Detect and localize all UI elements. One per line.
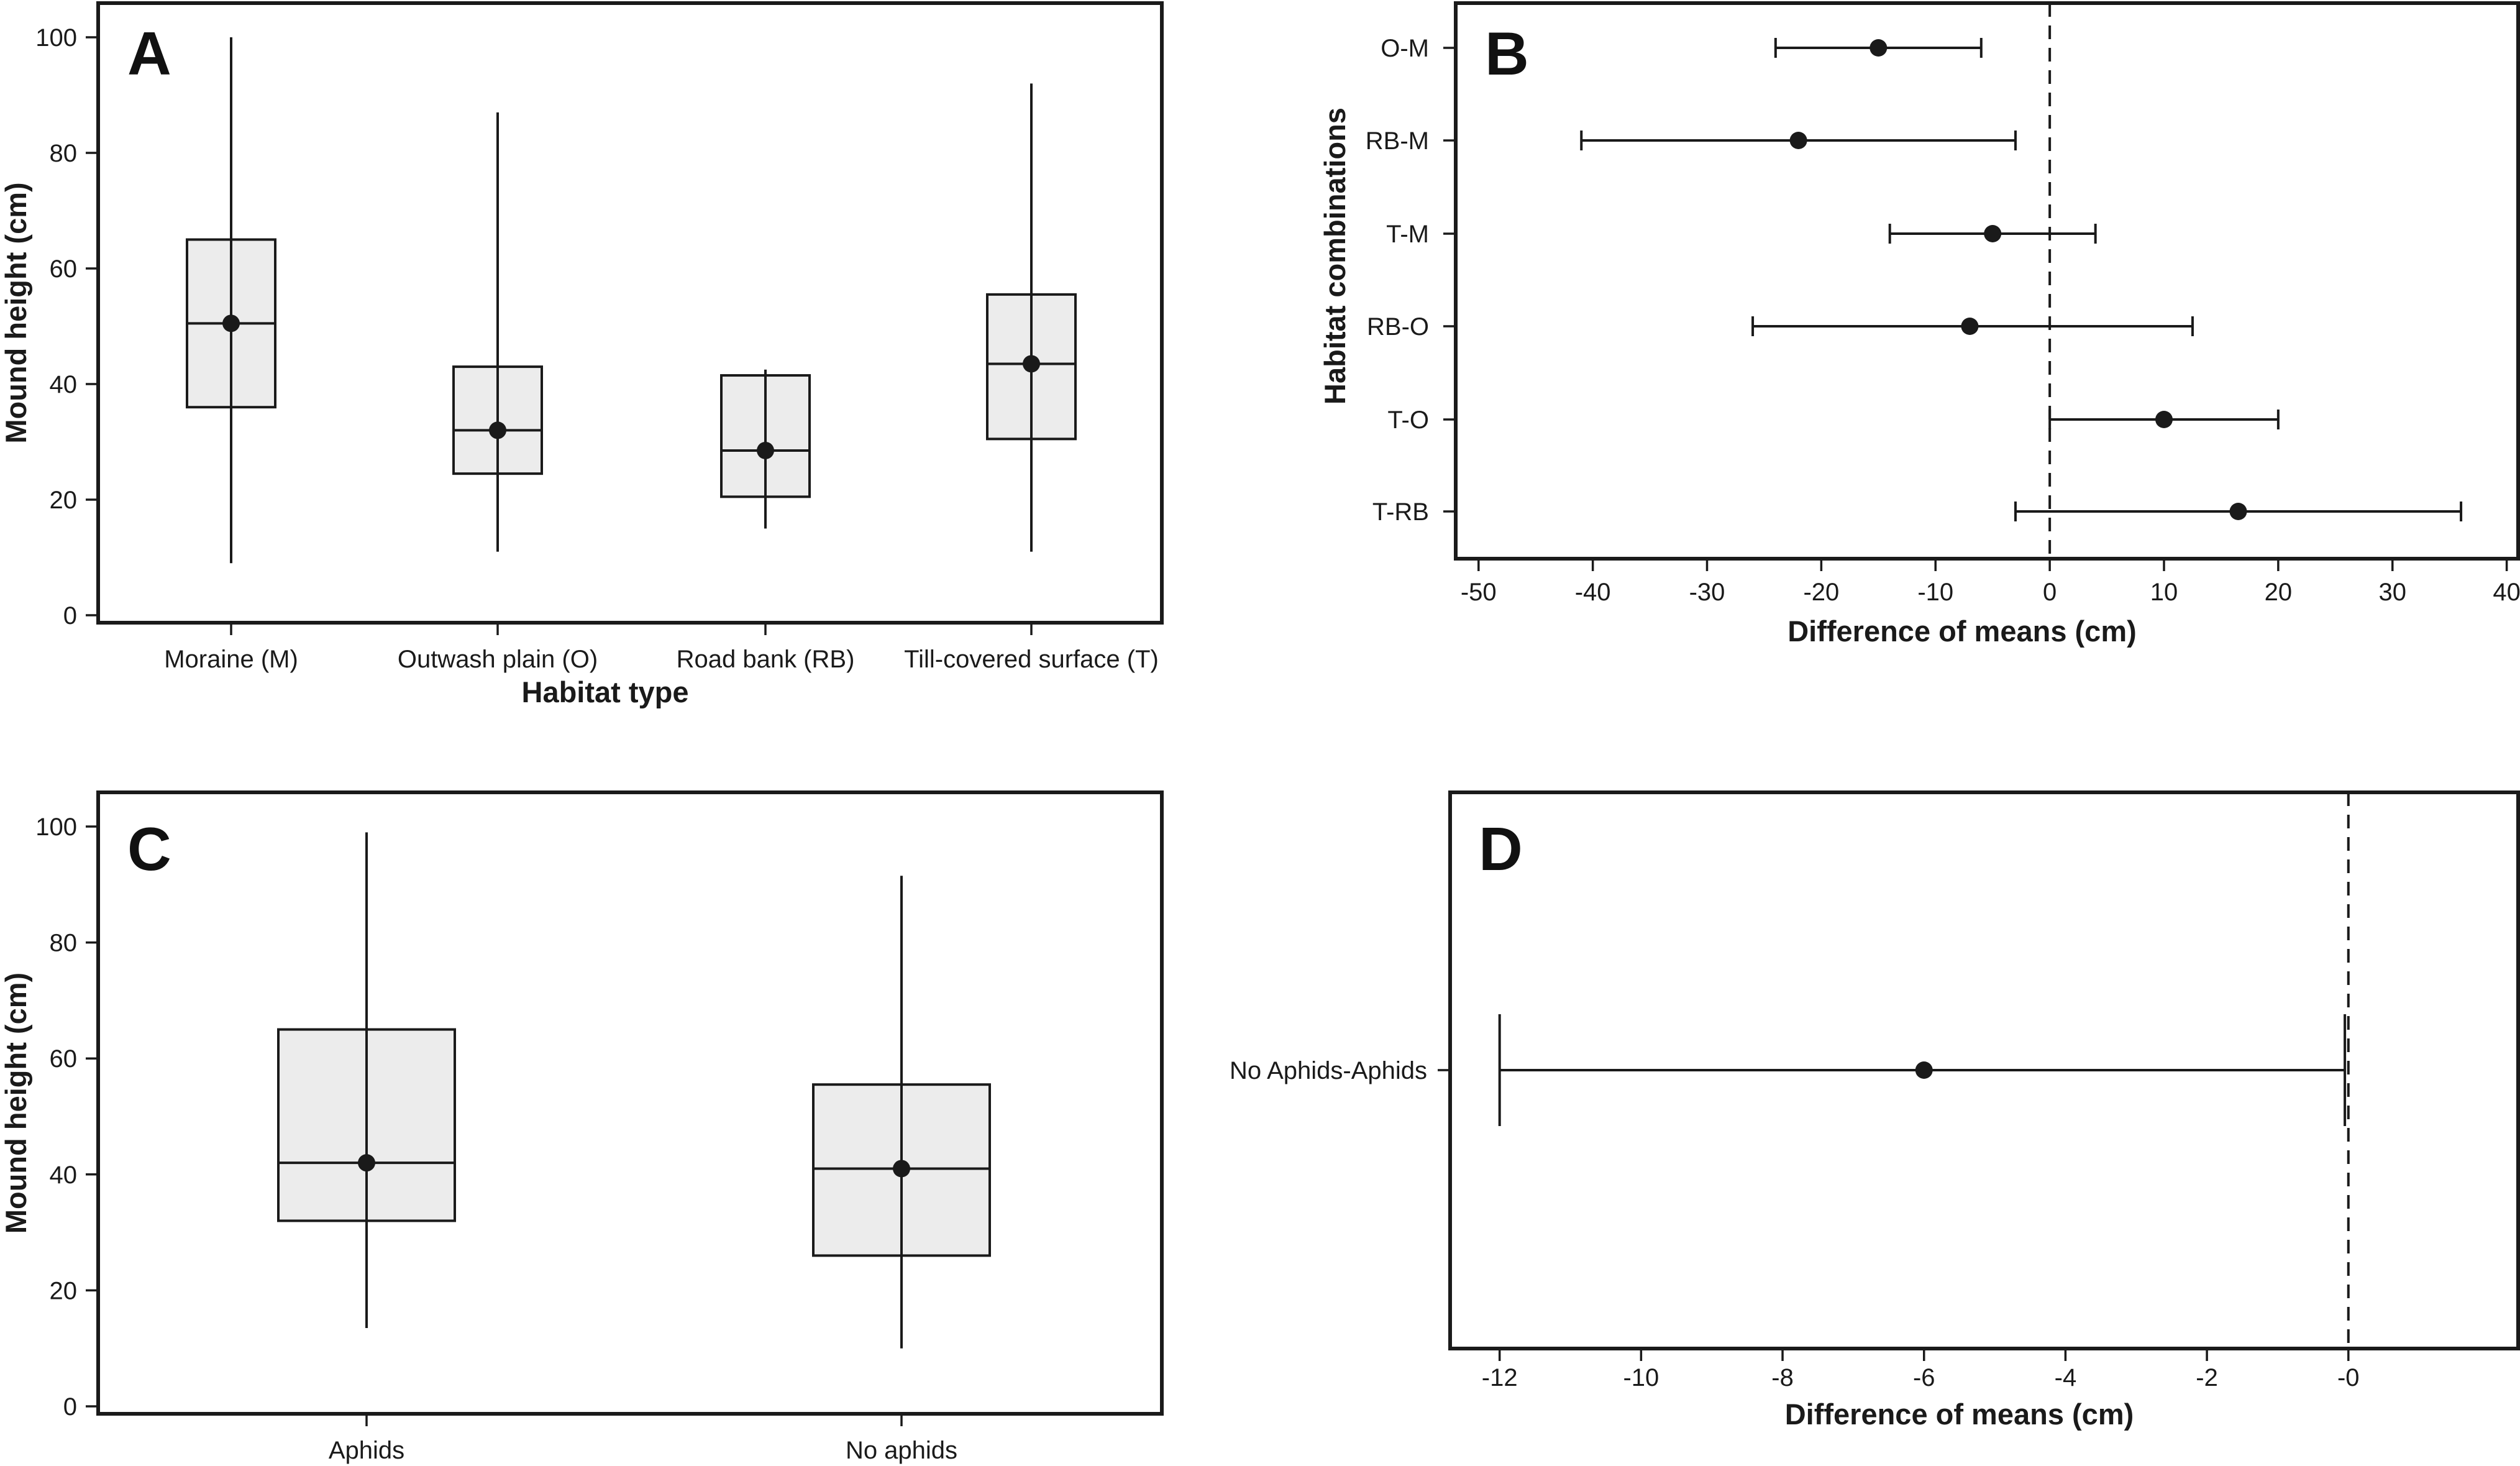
x-tick-label: Moraine (M) bbox=[164, 646, 298, 673]
panel-a bbox=[86, 1, 1164, 635]
y-tick-label: 80 bbox=[50, 930, 78, 957]
x-axis-title: Difference of means (cm) bbox=[1787, 615, 2137, 648]
y-tick-label: 20 bbox=[50, 1277, 78, 1304]
x-tick-label: -8 bbox=[1771, 1364, 1794, 1391]
panel-label-c: C bbox=[127, 815, 171, 883]
x-tick-label: Outwash plain (O) bbox=[398, 646, 598, 673]
plot-frame bbox=[1454, 1, 2520, 561]
x-tick-label: -50 bbox=[1461, 579, 1497, 606]
y-tick-label: 0 bbox=[63, 1393, 77, 1421]
x-tick-label: -40 bbox=[1575, 579, 1611, 606]
y-tick-label: 100 bbox=[35, 813, 77, 841]
x-tick-label: 20 bbox=[2265, 579, 2293, 606]
y-tick-label: 100 bbox=[35, 24, 77, 52]
y-tick-label: 0 bbox=[63, 602, 77, 630]
x-tick-label: -2 bbox=[2196, 1364, 2218, 1391]
y-tick-label: T-RB bbox=[1372, 498, 1429, 526]
y-tick-label: 40 bbox=[50, 1161, 78, 1189]
x-tick-label: -4 bbox=[2055, 1364, 2077, 1391]
x-tick-label: -6 bbox=[1913, 1364, 1935, 1391]
x-tick-label: -20 bbox=[1803, 579, 1839, 606]
x-axis-title: Habitat type bbox=[522, 676, 689, 708]
x-tick-label: -10 bbox=[1623, 1364, 1659, 1391]
y-axis-title: Mound height (cm) bbox=[0, 973, 32, 1234]
mean-point bbox=[489, 421, 506, 439]
mean-point bbox=[1789, 132, 1807, 149]
panel-label-d: D bbox=[1479, 815, 1523, 883]
mean-point bbox=[1869, 39, 1888, 57]
x-tick-label: -10 bbox=[1917, 579, 1953, 606]
plot-frame bbox=[96, 790, 1164, 1416]
mean-point bbox=[757, 441, 774, 459]
mean-point bbox=[2155, 411, 2173, 428]
panel-label-a: A bbox=[127, 19, 171, 88]
x-tick-label: -30 bbox=[1689, 579, 1725, 606]
y-tick-label: O-M bbox=[1381, 35, 1429, 62]
y-axis-title: Mound height (cm) bbox=[0, 182, 32, 443]
mean-point bbox=[1023, 355, 1040, 373]
x-tick-label: 10 bbox=[2150, 579, 2178, 606]
y-axis-title: Habitat combinations bbox=[1318, 108, 1351, 405]
x-tick-label: 40 bbox=[2493, 579, 2520, 606]
y-tick-label: 60 bbox=[50, 255, 78, 283]
x-axis-title: Difference of means (cm) bbox=[1785, 1398, 2134, 1431]
mean-point bbox=[1984, 225, 2002, 242]
y-tick-label: 20 bbox=[50, 487, 78, 514]
y-tick-label: T-M bbox=[1386, 221, 1429, 248]
x-tick-label: Road bank (RB) bbox=[677, 646, 855, 673]
y-tick-label: RB-M bbox=[1366, 127, 1429, 155]
mean-point bbox=[2229, 503, 2247, 520]
x-tick-label: 30 bbox=[2378, 579, 2406, 606]
panel-d bbox=[1438, 790, 2520, 1361]
mean-point bbox=[893, 1160, 910, 1178]
y-tick-label: 60 bbox=[50, 1045, 78, 1073]
mean-point bbox=[1961, 318, 1979, 335]
x-tick-label: -0 bbox=[2337, 1364, 2360, 1391]
y-tick-label: RB-O bbox=[1367, 313, 1429, 341]
x-tick-label: Aphids bbox=[329, 1437, 404, 1464]
x-tick-label: Till-covered surface (T) bbox=[904, 646, 1159, 673]
y-tick-label: T-O bbox=[1387, 406, 1429, 434]
panel-c bbox=[86, 790, 1164, 1426]
y-tick-label: 40 bbox=[50, 371, 78, 398]
x-tick-label: No aphids bbox=[846, 1437, 957, 1464]
x-tick-label: -12 bbox=[1482, 1364, 1518, 1391]
x-tick-label: 0 bbox=[2043, 579, 2057, 606]
mean-point bbox=[1915, 1061, 1933, 1079]
y-tick-label: 80 bbox=[50, 140, 78, 167]
panel-b bbox=[1443, 1, 2520, 571]
mean-point bbox=[222, 314, 240, 332]
mean-point bbox=[358, 1154, 375, 1172]
y-tick-label: No Aphids-Aphids bbox=[1230, 1057, 1427, 1084]
plot-frame bbox=[96, 1, 1164, 625]
panel-label-b: B bbox=[1485, 19, 1529, 88]
